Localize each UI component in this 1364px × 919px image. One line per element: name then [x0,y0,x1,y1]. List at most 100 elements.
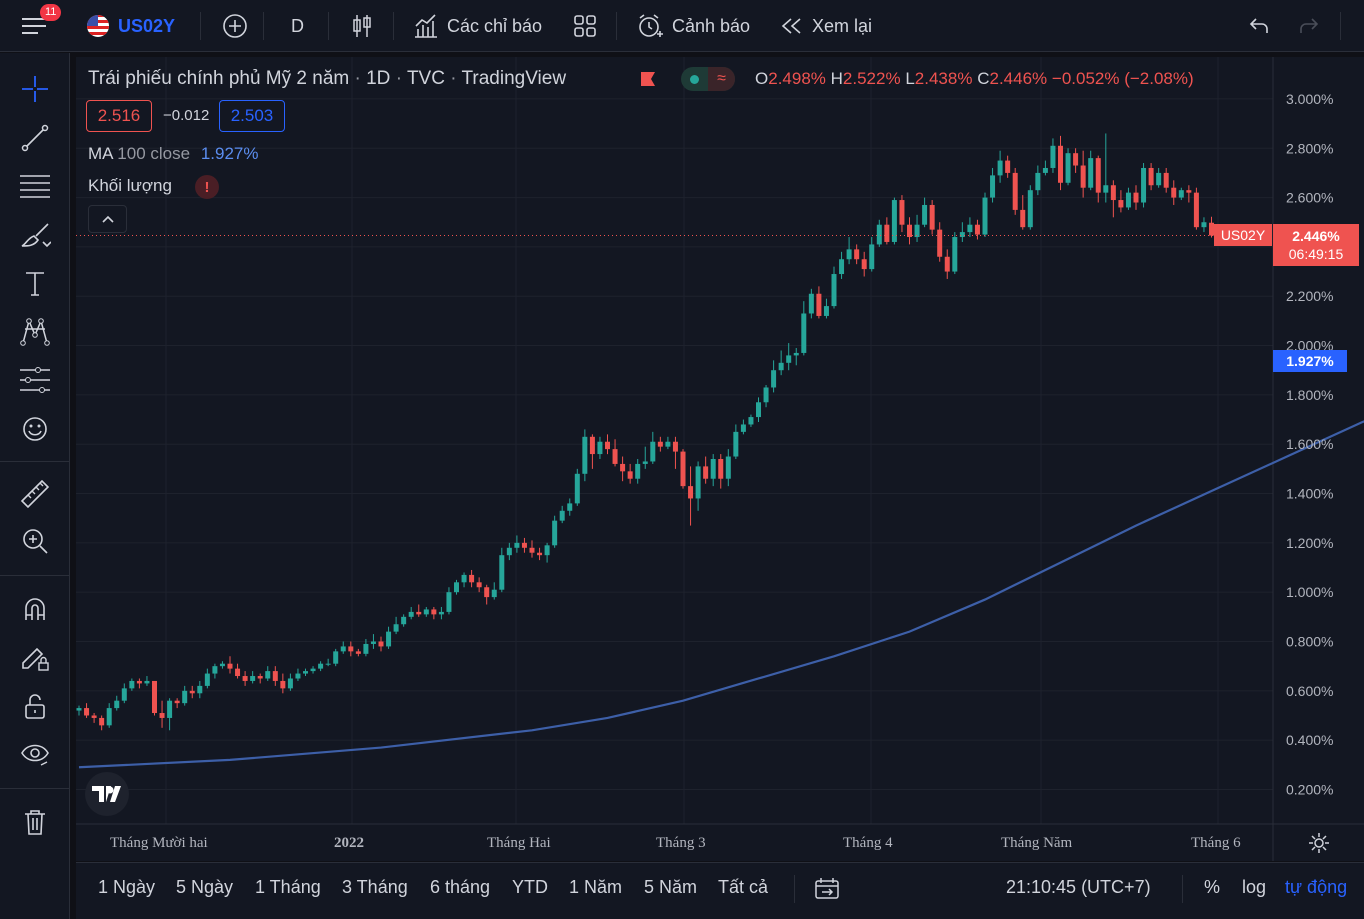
notification-badge: 11 [40,4,62,21]
interval-button[interactable]: D [291,15,304,36]
candle-body [484,587,490,598]
y-tick-label: 1.600% [1286,436,1333,452]
candle-body [287,678,293,689]
legend-interval: 1D [366,68,391,89]
candle-body [1156,172,1162,186]
redo-button[interactable] [1298,0,1320,52]
market-status-pill[interactable]: ≈ [681,67,735,91]
log-scale-toggle[interactable]: log [1242,877,1267,897]
range-1d[interactable]: 1 Ngày [98,877,156,897]
measure-tool[interactable] [15,474,55,514]
pencil-lock-icon [22,647,49,671]
x-tick-label: Tháng 3 [656,835,706,851]
trendline-tool[interactable] [15,118,55,158]
range-1m[interactable]: 1 Tháng [255,877,321,897]
candle-body [703,466,709,479]
range-ytd[interactable]: YTD [512,877,548,897]
candle-body [106,708,112,726]
candle-body [574,473,580,504]
range-all[interactable]: Tất cả [718,877,769,897]
menu-button[interactable] [20,0,48,52]
last-price-value: 2.446% [1292,228,1340,244]
stay-in-drawing-mode-tool[interactable] [15,637,55,677]
fib-tool[interactable] [15,166,55,206]
us-flag-icon [87,15,109,37]
replay-button[interactable]: Xem lại [780,0,872,52]
goto-date-button[interactable] [814,877,840,906]
ma-legend[interactable]: MA 100 close 1.927% [88,144,258,164]
candle-body [506,547,512,556]
text-tool[interactable] [15,264,55,304]
forecast-tool[interactable] [15,360,55,400]
crosshair-tool[interactable] [15,69,55,109]
candle-body [771,370,777,388]
chart-type-button[interactable] [350,0,374,52]
candle-body [831,274,837,307]
candle-body [310,668,316,672]
ma-line [78,420,1364,769]
indicators-label: Các chỉ báo [447,15,543,36]
flag-icon[interactable] [640,71,656,87]
close-label: C [977,69,990,88]
candle-body [189,690,195,694]
candle-body [786,355,792,363]
clock-timezone[interactable]: 21:10:45 (UTC+7) [1006,877,1151,897]
candle-body [793,352,799,356]
sell-button[interactable]: 2.516 [86,100,152,132]
candle-body [431,609,437,615]
remove-drawings-tool[interactable] [15,802,55,842]
candle-body [204,673,210,686]
alert-button[interactable]: Cảnh báo [636,0,750,52]
candle-body [1020,209,1026,228]
candle-body [333,651,339,664]
candle-body [1080,165,1086,188]
pattern-tool[interactable] [15,311,55,351]
range-3m[interactable]: 3 Tháng [342,877,408,897]
candle-body [1178,190,1184,198]
candle-body [265,671,271,679]
open-value: 2.498% [768,69,826,88]
indicators-button[interactable]: Các chỉ báo [413,0,542,52]
candle-body [242,676,248,681]
collapse-legend-button[interactable] [88,205,127,233]
symbol-title[interactable]: Trái phiếu chính phủ Mỹ 2 năm [88,68,350,89]
auto-scale-toggle[interactable]: tự động [1285,877,1348,897]
brush-tool[interactable] [15,215,55,255]
candle-body [491,589,497,598]
range-1y[interactable]: 1 Năm [569,877,623,897]
icons-tool[interactable] [15,409,55,449]
candle-body [454,582,459,593]
volume-legend[interactable]: Khối lượng [88,176,172,196]
percent-scale-toggle[interactable]: % [1204,877,1221,897]
candle-body [416,611,422,615]
candle-body [250,676,256,681]
range-5y[interactable]: 5 Năm [644,877,698,897]
candle-body [1103,185,1109,193]
compare-button[interactable] [222,0,248,52]
layouts-button[interactable] [572,0,598,52]
buy-button[interactable]: 2.503 [219,100,285,132]
candle-body [1005,160,1011,173]
symbol-search-button[interactable]: US02Y [86,0,175,52]
lock-drawings-tool[interactable] [15,686,55,726]
top-toolbar: 11 US02Y D Các chỉ báo Cảnh báo Xem lại [0,0,1364,52]
candle-body [657,441,663,447]
hide-drawings-tool[interactable] [15,734,55,774]
tradingview-logo[interactable] [85,772,129,816]
undo-button[interactable] [1248,0,1270,52]
spread-value: −0.012 [163,107,210,124]
chart-settings-button[interactable] [1308,832,1330,859]
change-value: −0.052% (−2.08%) [1051,69,1194,88]
candle-body [1012,172,1018,210]
range-5d[interactable]: 5 Ngày [176,877,234,897]
zoom-tool[interactable] [15,521,55,561]
chart-pane[interactable]: 3.000%2.800%2.600%2.400%2.200%2.000%1.80… [76,57,1364,861]
candle-body [469,574,475,583]
alarm-clock-icon [639,14,663,37]
range-6m[interactable]: 6 tháng [430,877,491,897]
candle-body [1110,185,1116,201]
warning-icon[interactable]: ! [195,175,219,199]
high-value: 2.522% [842,69,901,88]
magnet-tool[interactable] [15,589,55,629]
candle-body [997,160,1003,176]
